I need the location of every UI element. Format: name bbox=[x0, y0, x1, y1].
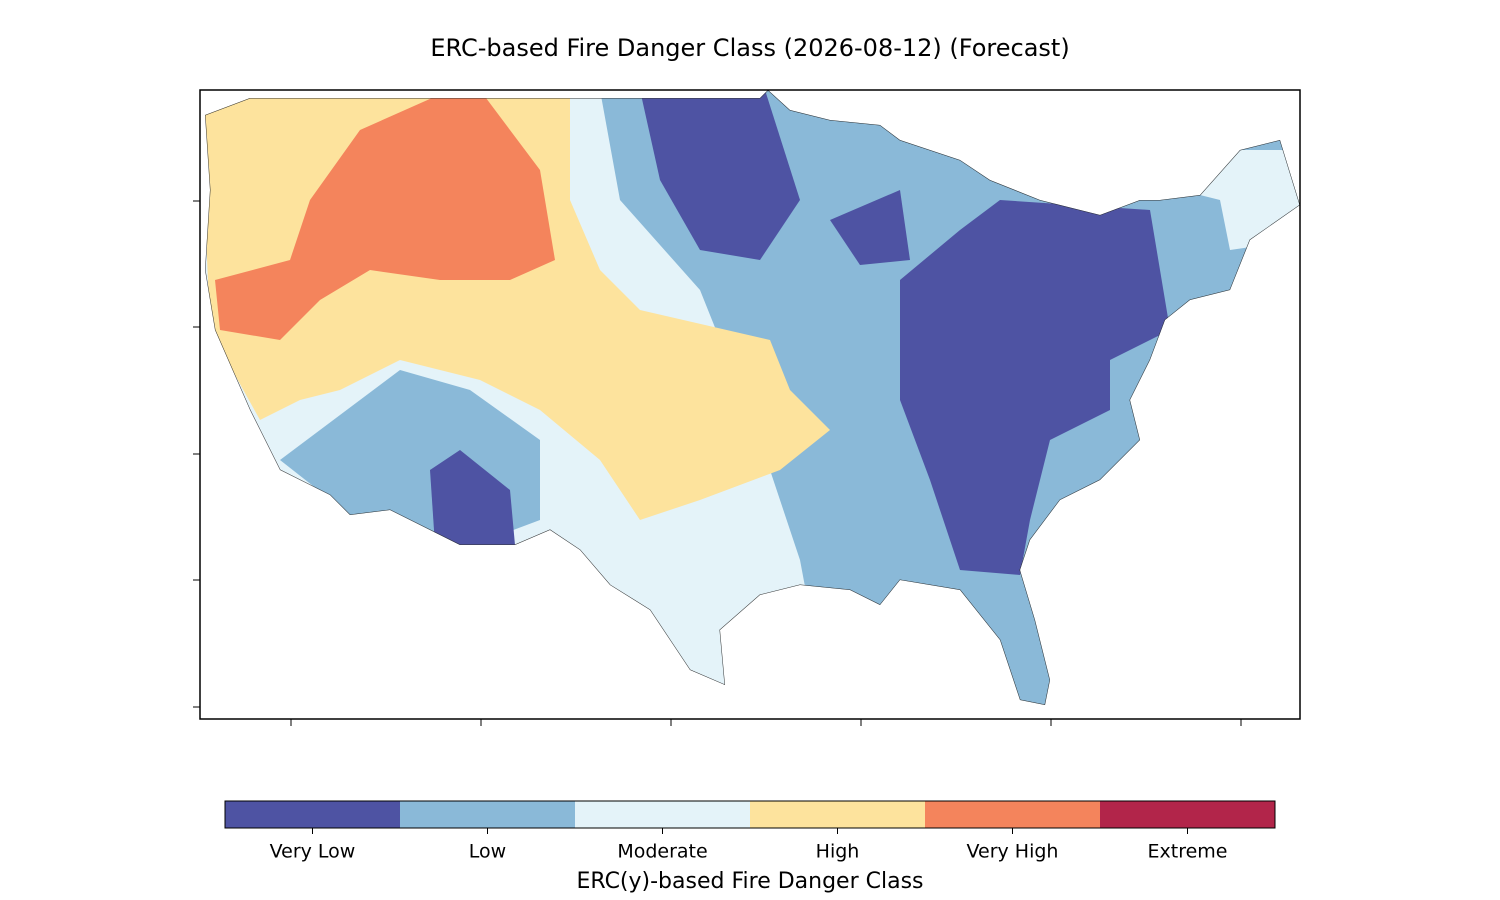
colorbar-swatch bbox=[225, 801, 400, 828]
colorbar-tick-label: Low bbox=[469, 841, 506, 863]
colorbar-frame bbox=[224, 800, 1276, 829]
colorbar-tick-label: Very High bbox=[967, 841, 1059, 863]
frame-ticks bbox=[193, 200, 1242, 726]
region-very-high bbox=[215, 90, 555, 340]
colorbar-tick-label: Extreme bbox=[1148, 841, 1228, 863]
region-very-low bbox=[430, 450, 515, 545]
colorbar-swatch bbox=[1100, 801, 1275, 828]
colorbar-swatch bbox=[575, 801, 750, 828]
colorbar-tick-label: Moderate bbox=[617, 841, 707, 863]
map bbox=[205, 90, 1300, 705]
chart-title: ERC-based Fire Danger Class (2026-08-12)… bbox=[430, 34, 1069, 62]
colorbar-swatch bbox=[925, 801, 1100, 828]
colorbar-label: ERC(y)-based Fire Danger Class bbox=[576, 869, 923, 894]
region-very-low bbox=[900, 200, 1170, 575]
colorbar-tick-label: Very Low bbox=[270, 841, 356, 863]
region-very-low bbox=[640, 90, 800, 260]
colorbar-swatch bbox=[400, 801, 575, 828]
map-frame bbox=[199, 89, 1301, 720]
colorbar-swatch bbox=[750, 801, 925, 828]
colorbar: Very Low Low Moderate High Very High Extreme bbox=[225, 801, 1275, 863]
coastline bbox=[205, 90, 1300, 705]
region-very-low bbox=[830, 190, 910, 265]
colorbar-tick-label: High bbox=[816, 841, 860, 863]
